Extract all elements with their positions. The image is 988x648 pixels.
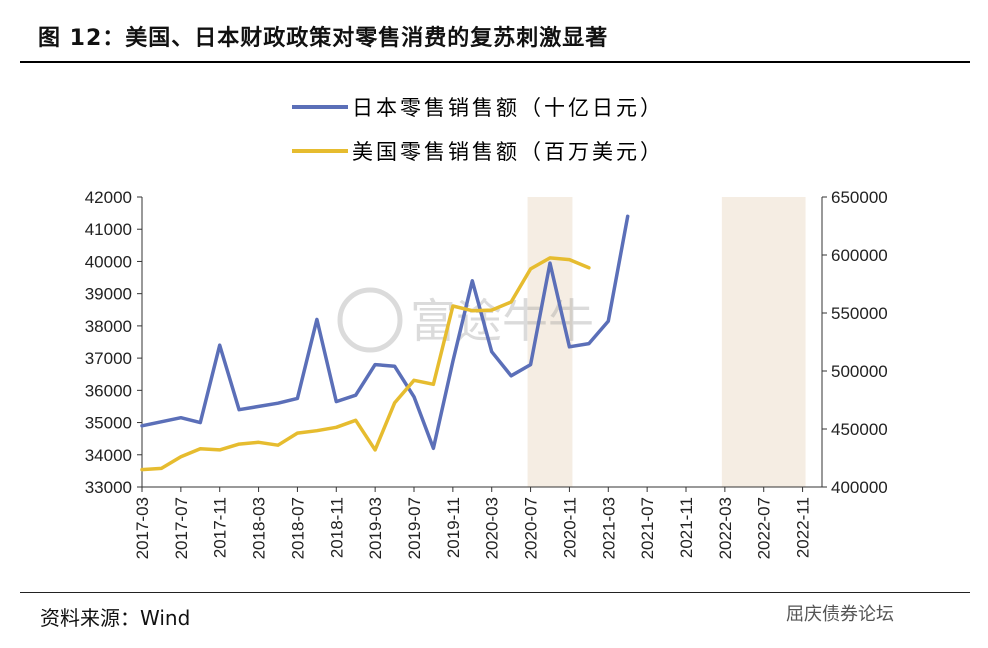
y-right-tick-label: 550000	[831, 304, 888, 323]
y-left-tick-label: 38000	[85, 317, 132, 336]
title-divider	[20, 61, 970, 63]
y-right-tick-label: 650000	[831, 188, 888, 207]
x-tick-label: 2017-11	[211, 497, 230, 558]
x-tick-label: 2020-07	[522, 497, 541, 559]
y-right-tick-label: 450000	[831, 420, 888, 439]
y-left-tick-label: 35000	[85, 414, 132, 433]
x-tick-label: 2017-03	[133, 497, 152, 559]
x-tick-label: 2018-11	[327, 497, 346, 558]
shaded-periods	[527, 197, 806, 487]
legend-label-us: 美国零售销售额（百万美元）	[352, 140, 664, 164]
x-tick-label: 2020-03	[483, 497, 502, 559]
x-tick-label: 2021-03	[599, 497, 618, 559]
legend: 日本零售销售额（十亿日元） 美国零售销售额（百万美元）	[292, 96, 664, 164]
footer-divider	[20, 592, 970, 593]
y-left-tick-label: 33000	[85, 478, 132, 497]
shaded-period-2	[721, 197, 806, 487]
y-right-tick-label: 400000	[831, 478, 888, 497]
x-tick-label: 2018-07	[288, 497, 307, 559]
y-left-tick-label: 41000	[85, 220, 132, 239]
y-left-tick-label: 39000	[85, 285, 132, 304]
x-tick-label: 2021-07	[638, 497, 657, 559]
x-tick-label: 2020-11	[560, 497, 579, 558]
x-tick-label: 2019-03	[366, 497, 385, 559]
watermark-logo	[337, 287, 403, 353]
x-tick-label: 2021-11	[677, 497, 696, 558]
series	[140, 214, 630, 472]
series-line-japan	[140, 214, 630, 451]
y-left-tick-label: 42000	[85, 188, 132, 207]
y-left-tick-label: 40000	[85, 252, 132, 271]
line-chart: 富途牛牛 日本零售销售额（十亿日元） 美国零售销售额（百万美元） 3300034…	[85, 96, 888, 559]
x-tick-label: 2018-03	[250, 497, 269, 559]
y-left-tick-label: 36000	[85, 381, 132, 400]
series-line-us	[140, 256, 591, 472]
x-tick-label: 2022-07	[755, 497, 774, 559]
chart-title: 图 12：美国、日本财政政策对零售消费的复苏刺激显著	[38, 26, 609, 51]
x-tick-label: 2019-07	[405, 497, 424, 559]
source-note: 资料来源：Wind	[40, 606, 191, 630]
x-tick-label: 2022-11	[794, 497, 813, 558]
axes: 33000 34000 35000 36000 37000 38000 39000 40000…	[85, 188, 888, 559]
x-tick-label: 2019-11	[444, 497, 463, 558]
y-left-tick-label: 37000	[85, 349, 132, 368]
legend-label-japan: 日本零售销售额（十亿日元）	[352, 96, 664, 120]
account-watermark: 屈庆债券论坛	[786, 604, 894, 625]
y-right-tick-label: 500000	[831, 362, 888, 381]
y-right-tick-label: 600000	[831, 246, 888, 265]
x-tick-label: 2022-03	[716, 497, 735, 559]
y-left-tick-label: 34000	[85, 446, 132, 465]
x-tick-label: 2017-07	[172, 497, 191, 559]
